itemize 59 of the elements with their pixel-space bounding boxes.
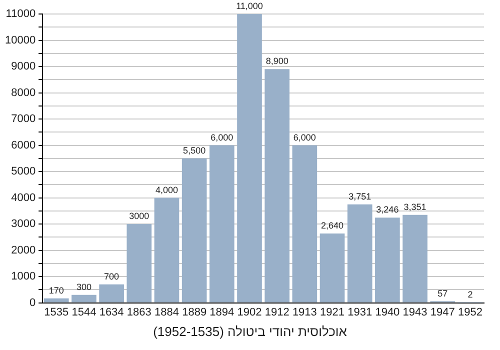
data-label: 6,000 [210, 132, 234, 142]
data-label: 5,500 [183, 145, 206, 156]
x-tick-label: 1544 [72, 306, 96, 318]
bar [347, 204, 372, 302]
y-tick-label: 0 [29, 296, 36, 309]
bar [154, 198, 180, 302]
x-tick-label: 1535 [44, 306, 69, 318]
data-label: 57 [438, 288, 448, 298]
bar [292, 145, 318, 302]
x-tick-label: 1921 [320, 306, 345, 318]
x-tick-label: 1943 [402, 306, 428, 318]
bar [182, 158, 207, 302]
bar [99, 284, 124, 302]
bar [264, 69, 290, 302]
bar [209, 145, 234, 302]
data-label: 3,351 [404, 202, 426, 212]
data-label: 3000 [129, 211, 150, 222]
y-tick-label: 1000 [11, 270, 36, 283]
data-label: 3,246 [376, 204, 399, 215]
x-tick-label: 1889 [182, 306, 207, 318]
data-label: 11,000 [236, 0, 263, 11]
bar [126, 224, 152, 302]
bar [375, 218, 400, 302]
x-tick-label: 1894 [210, 306, 234, 318]
x-tick-label: 1940 [375, 306, 400, 318]
bar [402, 214, 428, 302]
data-label: 170 [48, 285, 64, 296]
y-tick-label: 2000 [11, 244, 36, 256]
y-tick-label: 10000 [4, 34, 36, 46]
bar [44, 298, 69, 302]
x-tick-label: 1913 [292, 306, 317, 318]
x-tick-label: 1947 [430, 306, 455, 318]
y-tick-label: 11000 [6, 8, 36, 20]
x-tick-label: 1952 [458, 306, 482, 318]
data-label: 2 [468, 290, 473, 300]
x-tick-label: 1634 [99, 306, 124, 318]
data-label: 3,751 [348, 191, 372, 202]
x-tick-label: 1902 [237, 306, 262, 318]
y-tick-label: 9000 [11, 60, 36, 73]
x-tick-label: 1931 [348, 306, 372, 318]
text: אוכלוסית יהודי ביטולה (1952-1535) [152, 324, 348, 339]
data-label: 300 [76, 282, 92, 292]
y-tick-label: 4000 [11, 192, 36, 204]
y-tick-label: 3000 [11, 218, 36, 230]
bar [320, 233, 345, 302]
data-label: 8,900 [266, 56, 288, 66]
x-tick-label: 1912 [264, 306, 290, 318]
data-label: 700 [104, 271, 120, 282]
x-tick-label: 1863 [126, 306, 152, 318]
bar [237, 14, 262, 302]
y-tick-label: 8000 [11, 86, 36, 99]
data-label: 2,640 [321, 220, 344, 230]
data-label: 4,000 [155, 184, 178, 195]
y-tick-label: 6000 [11, 139, 36, 152]
bar [72, 294, 96, 302]
x-tick-label: 1884 [154, 306, 179, 318]
y-tick-label: 5000 [11, 166, 36, 178]
y-tick-label: 7000 [11, 113, 36, 126]
data-label: 6,000 [293, 132, 316, 142]
